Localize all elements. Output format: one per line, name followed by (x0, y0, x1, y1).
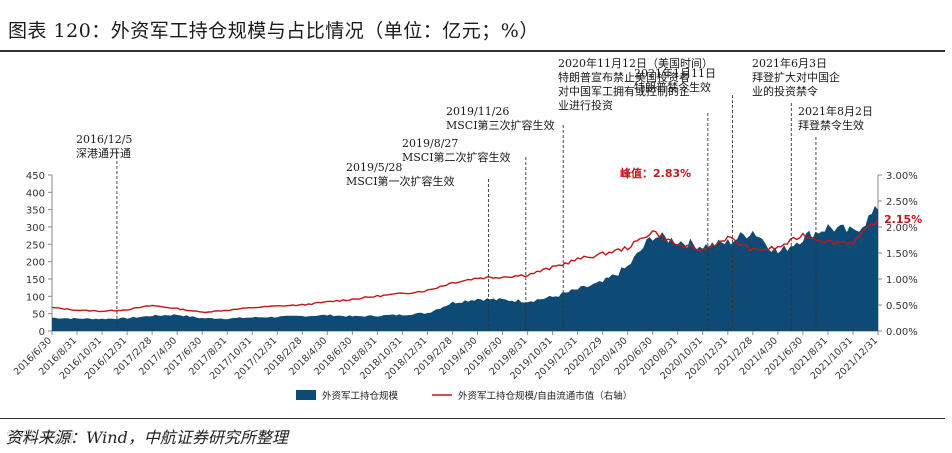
legend: 外资军工持仓规模 外资军工持仓规模/自由流通市值（右轴） (296, 390, 632, 402)
y-axis-left: 0 50 100 150 200 250 300 350 400 450 (26, 171, 53, 338)
y-tick-label-left: 400 (26, 188, 45, 199)
annotation-text: 2019/8/27 (402, 137, 458, 150)
annotation-text: 2019/5/28 (346, 161, 402, 174)
y-tick-label-left: 200 (26, 258, 45, 269)
annotation-text: 对中国军工拥有或控制的企 (558, 84, 690, 98)
y-tick-label-left: 450 (26, 171, 45, 182)
annotation-text: MSCI第三次扩容生效 (446, 118, 555, 132)
annotation-text: 拜登扩大对中国企 (752, 70, 840, 84)
y-tick-label-right: 1.00% (886, 275, 918, 286)
annotation-text: 2021年6月3日 (752, 56, 827, 70)
y-tick-label-left: 250 (26, 240, 45, 251)
annotation-text: 2016/12/5 (76, 133, 132, 146)
annotation-text: MSCI第二次扩容生效 (402, 150, 511, 164)
footer-rule (0, 418, 945, 419)
y-tick-label-left: 50 (32, 310, 45, 321)
y-tick-label-left: 300 (26, 223, 45, 234)
annotation-text: 2021年8月2日 (798, 104, 873, 118)
y-axis-right: 0.00% 0.50% 1.00% 1.50% 2.00% 2.50% 3.00% (877, 171, 918, 338)
annotation-text: 2020年11月12日（美国时间） (558, 56, 713, 70)
title-rule (0, 50, 945, 52)
source-note: 资料来源：Wind，中航证券研究所整理 (6, 428, 288, 447)
annotation-text: 深港通开通 (76, 147, 131, 160)
legend-swatch-holdings (296, 390, 316, 400)
watermark: 雪球·彭博 (6, 428, 76, 446)
annotation-text: 特朗普禁令生效 (634, 80, 711, 94)
annotation-text: MSCI第一次扩容生效 (346, 174, 455, 188)
annotation-text: 业的投资禁令 (752, 84, 818, 98)
peak-label: 峰值：2.83% (620, 166, 691, 180)
legend-label-ratio: 外资军工持仓规模/自由流通市值（右轴） (458, 390, 632, 402)
annotation-text: 2019/11/26 (446, 105, 509, 118)
y-tick-label-left: 350 (26, 206, 45, 217)
legend-label-holdings: 外资军工持仓规模 (322, 390, 399, 402)
annotation-text: 特朗普宣布禁止美国投资者 (558, 70, 690, 84)
y-tick-label-right: 1.50% (886, 249, 918, 260)
y-tick-label-left: 0 (39, 327, 45, 338)
y-tick-label-right: 2.00% (886, 223, 918, 234)
annotation-text: 2021年1月11日 (634, 66, 716, 80)
y-tick-label-left: 150 (26, 275, 45, 286)
y-tick-label-right: 3.00% (886, 171, 918, 182)
x-axis: 2016/6/302016/8/312016/10/312016/12/3120… (12, 330, 880, 382)
annotation-text: 拜登禁令生效 (798, 118, 864, 132)
chart-title: 图表 120：外资军工持仓规模与占比情况（单位：亿元；%） (8, 20, 539, 42)
y-tick-label-left: 100 (26, 292, 45, 303)
plot-area (51, 205, 879, 331)
end-label: 2.15% (884, 213, 922, 226)
chart: 0 50 100 150 200 250 300 350 400 450 0.00% 0.50% 1.… (12, 56, 922, 402)
y-tick-label-right: 2.50% (886, 197, 918, 208)
annotation-text: 业进行投资 (558, 98, 613, 112)
y-tick-label-right: 0.50% (886, 301, 918, 312)
area-series-holdings (52, 205, 878, 331)
y-tick-label-right: 0.00% (886, 327, 918, 338)
line-series-ratio (51, 218, 879, 314)
